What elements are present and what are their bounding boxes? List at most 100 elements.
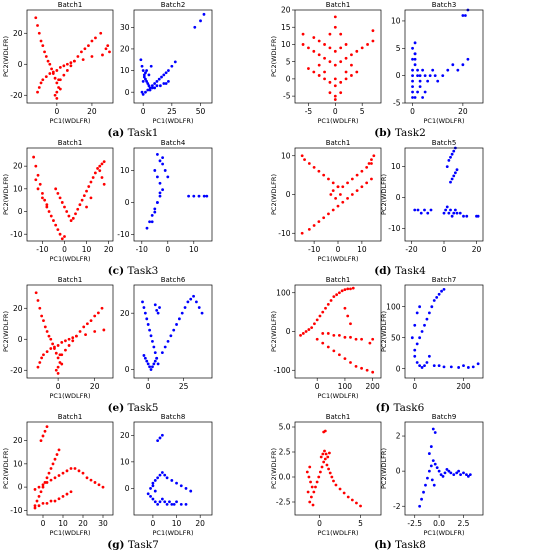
data-point <box>324 452 328 456</box>
data-point <box>34 178 38 182</box>
y-tick-label: 10 <box>281 151 291 160</box>
data-point <box>443 471 447 475</box>
data-point <box>413 41 417 45</box>
data-point <box>57 497 61 501</box>
y-tick-label: 10 <box>391 162 401 171</box>
data-point <box>339 91 343 95</box>
data-point <box>37 485 41 489</box>
y-axis-label: PC2(WDLFR) <box>270 448 278 489</box>
data-point <box>81 471 85 475</box>
data-point <box>435 296 439 299</box>
subplot-title: Batch3 <box>432 1 457 9</box>
data-point <box>312 70 316 74</box>
data-point <box>333 84 337 88</box>
data-point <box>317 39 321 43</box>
data-point <box>64 339 67 343</box>
y-tick-label: 10 <box>13 459 23 468</box>
data-point <box>343 357 347 361</box>
data-point <box>147 73 151 77</box>
x-tick-label: 30 <box>98 519 108 528</box>
data-point <box>55 81 59 85</box>
y-axis-label: PC2(WDLFR) <box>2 36 10 77</box>
data-point <box>62 64 66 68</box>
data-point <box>355 70 359 74</box>
data-point <box>423 74 427 78</box>
data-point <box>172 328 176 332</box>
data-point <box>155 79 159 83</box>
x-axis-label: PC1(WDLFR) <box>153 117 194 125</box>
x-tick-label: 0 <box>336 245 341 254</box>
y-axis-label: PC2(WDLFR) <box>270 311 278 352</box>
data-point <box>317 74 321 77</box>
x-tick-label: 10 <box>357 245 367 254</box>
x-tick-label: 20 <box>87 107 97 116</box>
data-point <box>169 334 173 338</box>
data-point <box>145 317 149 321</box>
x-tick-label: 0 <box>54 107 59 116</box>
data-point <box>338 193 342 196</box>
data-point <box>199 19 202 23</box>
x-axis-label: PC1(WDLFR) <box>424 117 465 125</box>
data-point <box>205 194 209 198</box>
data-point <box>47 471 51 475</box>
data-point <box>313 322 316 326</box>
data-point <box>349 287 352 291</box>
data-point <box>445 165 449 169</box>
data-point <box>84 333 87 336</box>
data-point <box>323 70 326 74</box>
data-point <box>142 75 146 79</box>
plot-frame <box>133 147 213 242</box>
y-tick-label: 15 <box>281 23 291 32</box>
data-point <box>441 474 445 478</box>
data-point <box>76 207 80 211</box>
data-point <box>425 361 429 364</box>
data-point <box>336 185 340 189</box>
data-point <box>333 63 337 67</box>
data-point <box>146 82 150 85</box>
data-point <box>202 194 206 198</box>
data-point <box>184 487 188 490</box>
data-point <box>54 223 58 227</box>
data-point <box>328 46 332 50</box>
panel-caption-letter: (f) <box>376 402 390 414</box>
data-point <box>341 200 345 204</box>
data-point <box>69 490 73 494</box>
y-tick-label: 2 <box>396 432 401 441</box>
data-point <box>419 211 423 215</box>
y-tick-label: -10 <box>388 224 400 233</box>
data-point <box>458 211 462 215</box>
data-point <box>329 299 333 302</box>
y-tick-label: 2.5 <box>279 448 291 457</box>
subplot-title: Batch4 <box>161 139 186 147</box>
x-tick-label: 25 <box>179 382 189 391</box>
subplot-batch4-task3: Batch4 -10 0 10 -10 0 10 <box>117 139 213 254</box>
data-point <box>55 453 59 456</box>
data-point <box>350 498 354 502</box>
data-point <box>315 480 319 484</box>
data-point <box>45 425 49 429</box>
data-point <box>423 323 426 327</box>
plot-frame <box>404 147 484 242</box>
plot-frame <box>404 284 484 379</box>
data-point <box>78 203 82 207</box>
data-point <box>431 427 435 431</box>
data-point <box>331 181 335 185</box>
data-point <box>153 489 157 493</box>
data-point <box>49 337 53 341</box>
data-point <box>39 439 43 442</box>
data-point <box>322 216 326 220</box>
data-point <box>139 58 143 62</box>
data-point <box>106 44 110 48</box>
data-point <box>53 476 57 480</box>
data-point <box>468 473 472 477</box>
data-point <box>170 502 174 506</box>
data-point <box>148 86 152 90</box>
x-tick-label: 10 <box>189 245 199 254</box>
data-point <box>104 47 108 51</box>
data-point <box>93 314 97 318</box>
y-tick-label: 0 <box>286 74 291 83</box>
data-point <box>312 165 316 169</box>
data-point <box>338 487 342 491</box>
